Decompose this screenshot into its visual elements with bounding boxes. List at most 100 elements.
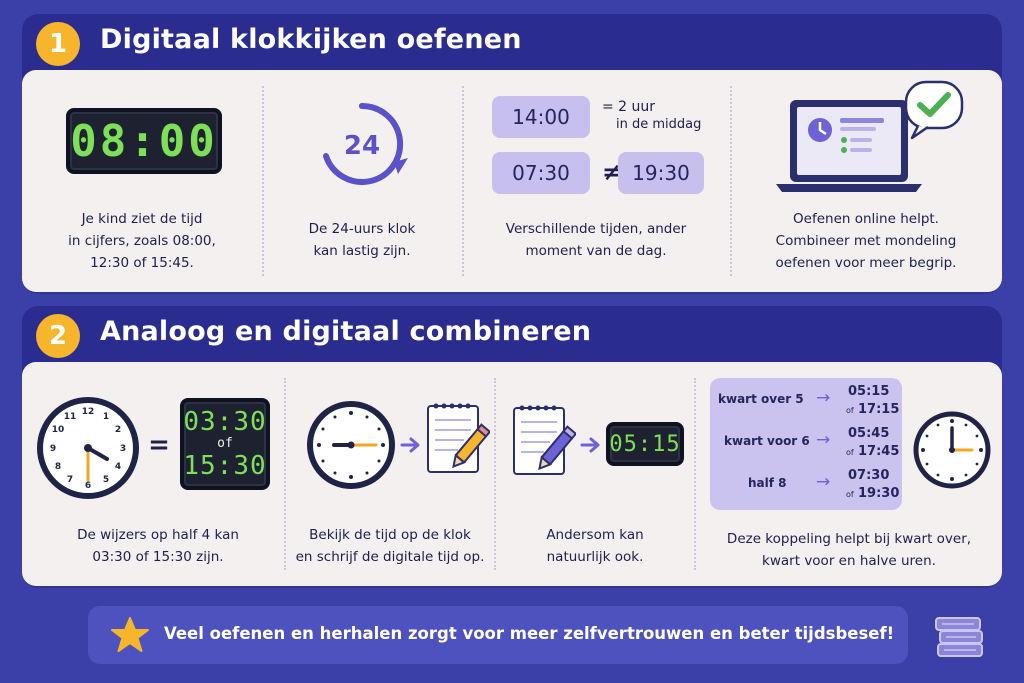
caption-line: De 24-uurs klok [308, 221, 416, 237]
table-row: half 8 → 07:30 of 19:30 [710, 468, 902, 508]
caption-line: Je kind ziet de tijd [81, 211, 203, 227]
section-header: 1 Digitaal klokkijken oefenen [22, 14, 1002, 70]
section-title: Analoog en digitaal combineren [100, 316, 592, 347]
star-icon [111, 617, 149, 652]
clock-numeral: 11 [64, 412, 77, 422]
caption-online-practice: Oefenen online helpt. Combineer met mond… [738, 208, 994, 274]
notepad-pencil-icon [427, 403, 490, 473]
equals-note-line: = 2 uur [602, 99, 656, 115]
column-divider [730, 86, 732, 276]
equals-sign: = [148, 430, 170, 460]
clock-numeral: 7 [67, 475, 73, 485]
section-header: 2 Analoog en digitaal combineren [22, 306, 1002, 362]
section-analog-digital: 2 Analoog en digitaal combineren 12 1 2 … [22, 306, 1002, 586]
row-alt-time: 17:45 [858, 444, 900, 459]
time-pill: 07:30 [492, 152, 590, 194]
row-of: of [846, 448, 854, 457]
arrow-right-icon [400, 437, 420, 453]
time-pill: 19:30 [618, 152, 704, 194]
digital-clock-display: 08:00 [66, 108, 222, 174]
caption-line: oefenen voor meer begrip. [775, 255, 957, 271]
section-panel: 08:00 Je kind ziet de tijd in cijfers, z… [22, 70, 1002, 292]
table-row: kwart voor 6 → 05:45 of 17:45 [710, 426, 902, 466]
analog-clock-icon [913, 411, 991, 489]
caption-line: 12:30 of 15:45. [90, 255, 194, 271]
time-pill: 14:00 [492, 96, 590, 138]
analog-clock-half-four-icon: 12 1 2 3 4 5 6 7 8 9 10 11 [37, 397, 139, 499]
row-time: 05:45 [848, 426, 890, 441]
column-divider [494, 378, 496, 570]
caption-line: natuurlijk ook. [546, 549, 644, 565]
clock-numeral: 2 [115, 425, 121, 435]
caption-line: in cijfers, zoals 08:00, [68, 233, 216, 249]
analog-clock-icon [307, 401, 395, 489]
table-row: kwart over 5 → 05:15 of 17:15 [710, 384, 902, 424]
caption-line: Bekijk de tijd op de klok [309, 527, 471, 543]
caption-line: moment van de dag. [525, 243, 667, 259]
icon-number: 24 [344, 131, 380, 161]
equals-note-line: in de middag [616, 117, 702, 132]
clock-numeral: 1 [103, 412, 109, 422]
row-alt-time: 17:15 [858, 402, 900, 417]
caption-digital-time: Je kind ziet de tijd in cijfers, zoals 0… [42, 208, 242, 274]
caption-line: Combineer met mondeling [775, 233, 957, 249]
equals-note: = 2 uur in de middag [602, 98, 701, 134]
not-equal-sign: ≠ [601, 158, 623, 186]
footer-text: Veel oefenen en herhalen zorgt voor meer… [164, 624, 895, 643]
clock-numeral: 5 [103, 475, 109, 485]
section-panel: 12 1 2 3 4 5 6 7 8 9 10 11 = 03:30 of 15… [22, 362, 1002, 586]
laptop-online-practice-icon [776, 80, 964, 192]
arrow-right-icon: → [816, 430, 831, 450]
clock-numeral: 4 [115, 462, 121, 472]
24-hour-cycle-icon: 24 [322, 103, 408, 185]
row-of: of [846, 490, 854, 499]
caption-reverse: Andersom kan natuurlijk ook. [502, 524, 688, 568]
clock-numeral: 6 [85, 481, 91, 491]
section-number-badge: 1 [36, 22, 80, 66]
clock-numeral: 9 [50, 444, 56, 454]
display-time: 05:15 [609, 431, 681, 457]
caption-line: Andersom kan [546, 527, 644, 543]
row-alt-time: 19:30 [858, 486, 900, 501]
notepad-pencil-icon [513, 405, 576, 475]
caption-different-times: Verschillende tijden, ander moment van d… [472, 218, 720, 262]
time-phrase-table: kwart over 5 → 05:15 of 17:15 kwart voor… [710, 378, 902, 510]
caption-coupling: Deze koppeling helpt bij kwart over, kwa… [702, 528, 996, 572]
section-digital-clock: 1 Digitaal klokkijken oefenen 08:00 Je k… [22, 14, 1002, 292]
row-label: kwart over 5 [718, 392, 804, 406]
caption-line: Oefenen online helpt. [793, 211, 939, 227]
row-time: 07:30 [848, 468, 890, 483]
caption-line: Verschillende tijden, ander [505, 221, 687, 237]
display-time-top: 03:30 [183, 407, 267, 437]
section-number-badge: 2 [36, 314, 80, 358]
row-label: half 8 [748, 476, 787, 490]
column-divider [462, 86, 464, 276]
arrow-right-icon [580, 437, 600, 453]
row-label: kwart voor 6 [724, 434, 810, 448]
footer-banner: Veel oefenen en herhalen zorgt voor meer… [88, 606, 908, 664]
display-of: of [217, 436, 233, 451]
column-divider [262, 86, 264, 276]
caption-line: 03:30 of 15:30 zijn. [92, 549, 224, 565]
clock-numeral: 3 [120, 444, 126, 454]
row-time: 05:15 [848, 384, 890, 399]
column-divider [284, 378, 286, 570]
column-divider [694, 378, 696, 570]
caption-line: kan lastig zijn. [313, 243, 411, 259]
arrow-right-icon: → [816, 388, 831, 408]
caption-read-write: Bekijk de tijd op de klok en schrijf de … [288, 524, 492, 568]
caption-line: Deze koppeling helpt bij kwart over, [726, 531, 972, 547]
clock-numeral: 8 [55, 462, 61, 472]
books-stack-icon [935, 617, 983, 657]
clock-numeral: 12 [82, 407, 95, 417]
caption-half-four: De wijzers op half 4 kan 03:30 of 15:30 … [38, 524, 278, 568]
caption-line: en schrijf de digitale tijd op. [295, 549, 485, 565]
display-time-bottom: 15:30 [183, 451, 267, 481]
row-of: of [846, 406, 854, 415]
caption-line: De wijzers op half 4 kan [77, 527, 239, 543]
caption-line: kwart voor en halve uren. [762, 553, 936, 569]
digital-display: 05:15 [606, 422, 684, 466]
digital-display-two-times: 03:30 of 15:30 [180, 398, 270, 490]
arrow-right-icon: → [816, 472, 831, 492]
clock-time-text: 08:00 [70, 115, 218, 167]
